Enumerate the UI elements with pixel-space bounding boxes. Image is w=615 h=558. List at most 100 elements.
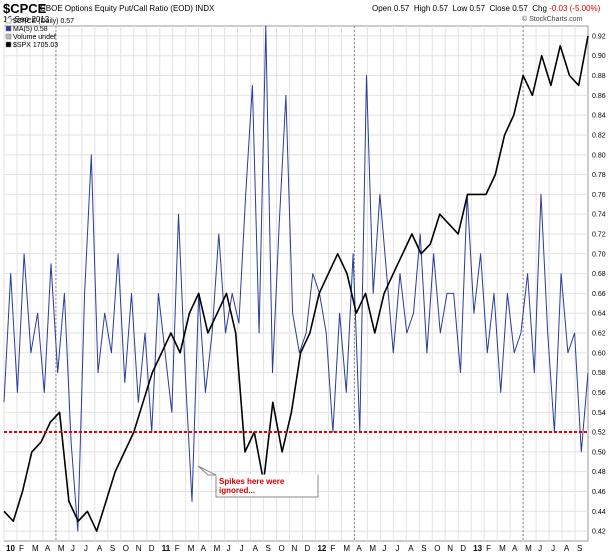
x-tick-label: S [266,544,271,553]
high-label: High [413,4,431,13]
y-tick-label: 0.86 [592,93,606,100]
x-tick-label: 10 [6,544,15,553]
x-tick-label: A [512,544,518,553]
low-value: 0.57 [469,4,486,13]
x-tick-label: F [175,544,180,553]
x-tick-label: A [201,544,207,553]
x-tick-label: S [577,544,582,553]
legend-entry: Volume undef [13,34,56,41]
chg-label: Chg [532,4,547,13]
y-tick-label: 0.56 [592,390,606,397]
ma5-series-line [3,25,589,532]
x-tick-label: N [292,544,298,553]
x-tick-label: A [45,544,51,553]
y-tick-label: 0.74 [592,212,606,219]
x-tick-label: 12 [317,544,326,553]
x-tick-label: M [188,544,195,553]
x-tick-label: A [564,544,570,553]
x-tick-label: 11 [162,544,171,553]
x-tick-label: J [382,544,386,553]
x-tick-label: A [356,544,362,553]
x-tick-label: O [279,544,285,553]
y-tick-label: 0.72 [592,231,606,238]
annotation-text: ignored... [219,486,255,495]
legend-entry: MA(5) 0.58 [13,26,48,33]
symbol-title: $CPCE [3,1,47,16]
legend-entry: $SPX 1705.03 [13,42,58,49]
x-tick-label: D [304,544,310,553]
x-tick-label: F [486,544,491,553]
x-tick-label: S [421,544,426,553]
legend-entry: $CPCE (Daily) 0.57 [13,18,74,25]
plot-frame [3,25,589,542]
x-tick-label: S [110,544,115,553]
x-tick-label: J [551,544,555,553]
y-tick-label: 0.92 [592,33,606,40]
close-label: Close [489,4,510,13]
chg-value: -0.03 (-5.00%) [549,4,601,13]
open-value: 0.57 [393,4,410,13]
y-tick-label: 0.90 [592,53,606,60]
x-tick-label: 13 [473,544,482,553]
x-tick-label: J [227,544,231,553]
y-tick-label: 0.50 [592,449,606,456]
ohlc-readout: Open 0.57 High 0.57 Low 0.57 Close 0.57 … [372,4,600,13]
legend-swatch [5,25,12,32]
y-tick-label: 0.46 [592,489,606,496]
open-label: Open [372,4,392,13]
x-tick-label: D [460,544,466,553]
y-tick-label: 0.60 [592,350,606,357]
exchange-text: INDX [195,4,215,13]
description-text: CBOE Options Equity Put/Call Ratio (EOD) [40,4,193,13]
x-tick-label: J [84,544,88,553]
y-tick-label: 0.48 [592,469,606,476]
x-tick-label: F [330,544,335,553]
annotation-text: Spikes here were [219,477,285,486]
x-tick-label: J [538,544,542,553]
legend-swatch [5,33,12,40]
y-tick-label: 0.82 [592,132,606,139]
chart-description: CBOE Options Equity Put/Call Ratio (EOD)… [40,4,214,13]
close-value: 0.57 [512,4,528,13]
y-tick-label: 0.54 [592,410,606,417]
y-tick-label: 0.88 [592,73,606,80]
y-tick-label: 0.68 [592,271,606,278]
x-tick-label: A [253,544,259,553]
x-tick-label: D [149,544,155,553]
y-tick-label: 0.42 [592,529,606,536]
y-tick-label: 0.44 [592,509,606,516]
x-tick-label: M [343,544,350,553]
x-tick-label: J [71,544,75,553]
x-tick-label: O [434,544,440,553]
x-tick-label: M [32,544,39,553]
x-tick-label: M [214,544,221,553]
x-tick-label: M [58,544,65,553]
x-tick-label: A [408,544,414,553]
x-tick-label: O [123,544,129,553]
x-tick-label: M [369,544,376,553]
spx-series-line [3,35,589,532]
y-tick-label: 0.62 [592,331,606,338]
x-tick-label: J [395,544,399,553]
y-tick-label: 0.64 [592,311,606,318]
x-tick-label: N [447,544,453,553]
y-tick-label: 0.66 [592,291,606,298]
y-tick-label: 0.76 [592,192,606,199]
y-tick-label: 0.84 [592,113,606,120]
chart-date: 16-Sep-2013 [3,15,50,24]
x-tick-label: A [97,544,103,553]
x-tick-label: J [240,544,244,553]
x-tick-label: N [136,544,142,553]
stockcharts-credit: © StockCharts.com [522,16,583,23]
y-tick-label: 0.78 [592,172,606,179]
y-tick-label: 0.70 [592,251,606,258]
high-value: 0.57 [432,4,449,13]
x-tick-label: M [499,544,506,553]
legend-swatch [5,41,12,48]
y-tick-label: 0.80 [592,152,606,159]
y-tick-label: 0.52 [592,430,606,437]
y-tick-label: 0.58 [592,370,606,377]
x-tick-label: F [19,544,24,553]
low-label: Low [452,4,468,13]
